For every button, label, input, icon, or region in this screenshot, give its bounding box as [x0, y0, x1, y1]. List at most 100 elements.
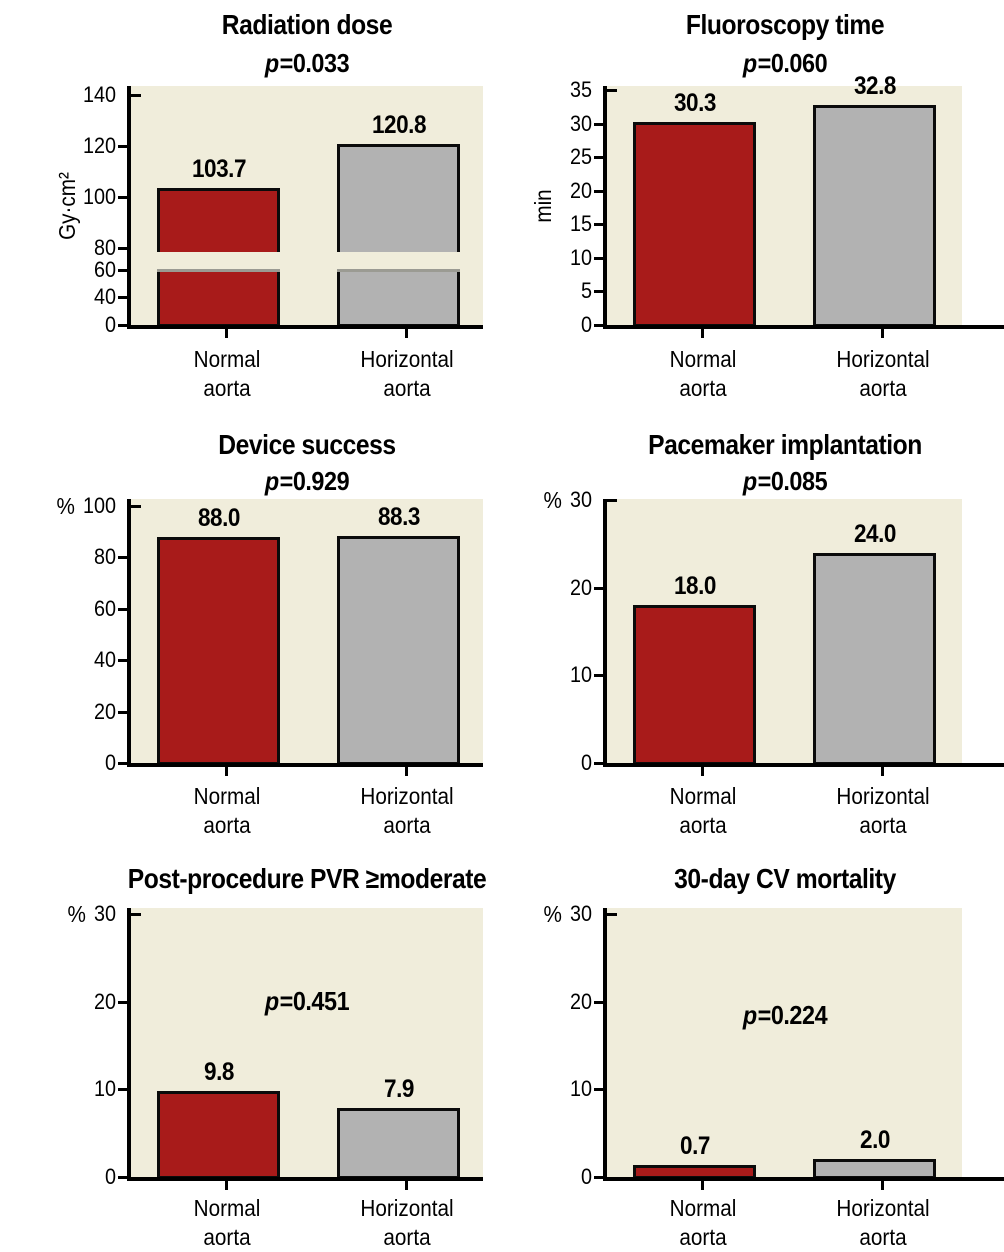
y-tick-mark: [594, 122, 603, 126]
y-tick-label: 100: [82, 493, 116, 518]
p-value-label: p=0.451: [190, 986, 424, 1016]
y-axis-unit-label: %: [543, 901, 562, 927]
x-axis-spine: [603, 763, 1004, 767]
y-tick-label: 0: [104, 750, 116, 775]
bar-normal-aorta: [633, 121, 756, 327]
y-axis-top-tick: % 30: [475, 487, 592, 513]
y-tick-mark: [594, 762, 603, 765]
y-tick-mark: [118, 1000, 127, 1004]
y-tick-label: 0: [104, 1164, 116, 1189]
y-tick-label: 30: [93, 901, 116, 926]
x-tick-mark: [225, 1181, 228, 1190]
y-tick-label: 0: [580, 750, 592, 775]
y-tick-label: 30: [569, 110, 592, 136]
x-category-line: Horizontal: [359, 346, 454, 372]
x-category-line: Normal: [193, 346, 260, 372]
y-tick-label: 80: [93, 544, 116, 570]
x-tick-mark: [701, 329, 704, 338]
y-tick-label: 140: [82, 82, 116, 107]
y-tick-label: 60: [93, 257, 116, 282]
x-category-line: aorta: [382, 812, 431, 838]
x-tick-mark: [225, 767, 228, 776]
p-value-label: p=0.929: [190, 466, 424, 496]
bar-value-label: 30.3: [673, 88, 716, 117]
x-category-line: aorta: [678, 1224, 727, 1250]
x-category-line: aorta: [678, 375, 727, 401]
x-category-label: Normal aorta: [631, 782, 775, 840]
y-tick-mark: [594, 1000, 603, 1004]
x-category-label: Normal aorta: [155, 345, 299, 403]
p-symbol: p: [264, 48, 279, 78]
y-tick-mark: [594, 223, 603, 227]
x-tick-mark: [405, 329, 408, 338]
y-tick-label: 30: [569, 487, 592, 512]
y-tick-mark: [118, 145, 127, 148]
y-tick-mark-top: [131, 94, 141, 97]
y-axis-unit-label: Gy·cm²: [54, 171, 80, 240]
bar-horizontal-aorta: [337, 536, 460, 765]
y-tick-mark: [118, 762, 127, 765]
x-category-line: aorta: [202, 375, 251, 401]
y-tick-mark: [594, 324, 603, 327]
y-axis-unit-label: %: [543, 487, 562, 513]
bar-horizontal-aorta: [337, 1107, 460, 1179]
x-category-line: Normal: [193, 783, 260, 809]
y-tick-label: 20: [569, 177, 592, 203]
y-tick-label: 80: [93, 235, 116, 260]
x-tick-mark: [405, 1181, 408, 1190]
p-value-label: p=0.033: [190, 48, 424, 78]
bar-value-label: 2.0: [859, 1126, 890, 1155]
y-tick-label: 5: [580, 278, 592, 304]
p-symbol: p: [742, 1000, 757, 1030]
y-axis-unit-label: min: [530, 188, 556, 223]
chart-title: Radiation dose: [221, 9, 393, 40]
p-symbol: p: [264, 986, 279, 1016]
x-axis-spine: [603, 1177, 1004, 1181]
x-category-line: aorta: [858, 375, 907, 401]
y-tick-label: 10: [569, 244, 592, 270]
x-axis-spine: [603, 325, 1004, 329]
x-category-line: aorta: [382, 1224, 431, 1250]
axis-break-band: [131, 252, 483, 272]
y-tick-label: 30: [569, 901, 592, 926]
y-axis-unit-label: %: [56, 493, 75, 519]
y-tick-label: 60: [93, 595, 116, 621]
x-tick-mark: [881, 1181, 884, 1190]
bar-value-label: 88.0: [197, 503, 240, 532]
y-tick-mark: [594, 156, 603, 160]
y-tick-label: 15: [569, 211, 592, 237]
x-axis-spine: [127, 1177, 483, 1181]
bar-normal-aorta: [157, 536, 280, 765]
x-category-line: aorta: [858, 812, 907, 838]
chart-title: Post-procedure PVR ≥moderate: [127, 863, 487, 894]
chart-title: 30-day CV mortality: [673, 863, 896, 894]
x-category-label: Normal aorta: [631, 345, 775, 403]
x-tick-mark: [405, 767, 408, 776]
y-tick-label: 20: [569, 574, 592, 600]
p-value-text: =0.929: [279, 466, 350, 496]
x-category-line: Horizontal: [835, 1195, 930, 1221]
chart-title: Fluoroscopy time: [685, 9, 884, 40]
bar-value-label: 0.7: [679, 1132, 710, 1160]
x-category-label: Horizontal aorta: [335, 1194, 479, 1252]
y-tick-mark: [594, 1176, 603, 1179]
y-tick-mark: [118, 196, 127, 199]
y-tick-mark: [118, 247, 127, 250]
p-value-text: =0.085: [757, 466, 827, 496]
y-tick-label: 20: [93, 988, 116, 1014]
y-axis-top-tick: % 100: [0, 493, 116, 519]
p-value-text: =0.033: [279, 48, 350, 78]
y-tick-label: 120: [82, 133, 116, 158]
x-category-label: Normal aorta: [155, 1194, 299, 1252]
y-axis-spine: [127, 499, 131, 767]
y-axis-top-tick: % 30: [0, 901, 116, 927]
x-category-line: Normal: [193, 1195, 260, 1221]
p-value-label: p=0.060: [668, 48, 902, 78]
x-category-line: Horizontal: [835, 783, 930, 809]
x-category-label: Horizontal aorta: [811, 1194, 955, 1252]
x-category-line: aorta: [858, 1224, 907, 1250]
bar-value-label: 103.7: [191, 154, 246, 183]
x-category-line: Horizontal: [359, 783, 454, 809]
y-tick-mark: [118, 324, 127, 327]
